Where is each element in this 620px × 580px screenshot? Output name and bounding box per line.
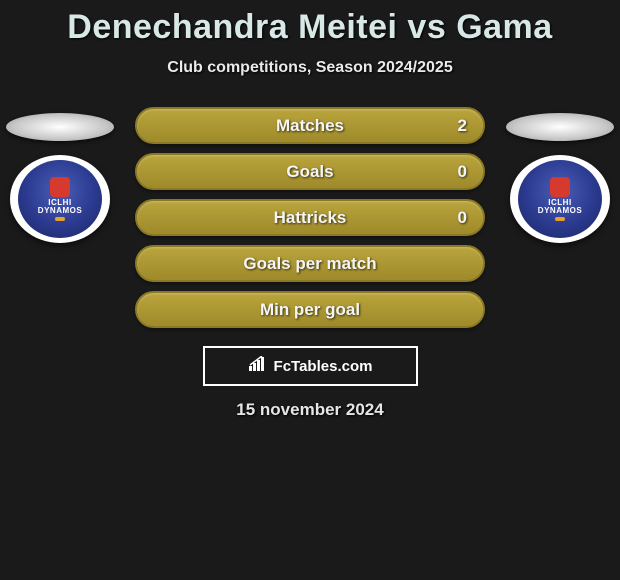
stat-row-goals: Goals 0	[135, 153, 485, 190]
comparison-body: ICLHI DYNAMOS ICLHI DYNAMOS Matches 2 Go…	[0, 107, 620, 420]
player-left-halo	[6, 113, 114, 141]
brand-label: FcTables.com	[274, 358, 373, 375]
chart-icon	[248, 356, 268, 377]
page-subtitle: Club competitions, Season 2024/2025	[0, 59, 620, 77]
player-right-avatar: ICLHI DYNAMOS	[510, 155, 610, 243]
club-badge-right: ICLHI DYNAMOS	[518, 160, 602, 238]
stat-row-min-per-goal: Min per goal	[135, 291, 485, 328]
badge-underline-icon	[55, 217, 65, 221]
stat-label: Min per goal	[260, 300, 360, 320]
brand-box[interactable]: FcTables.com	[203, 346, 418, 386]
badge-face-icon	[550, 177, 570, 197]
player-left-avatar: ICLHI DYNAMOS	[10, 155, 110, 243]
footer-date: 15 november 2024	[0, 400, 620, 420]
stats-list: Matches 2 Goals 0 Hattricks 0 Goals per …	[135, 107, 485, 328]
player-left-column: ICLHI DYNAMOS	[0, 107, 120, 243]
stat-row-hattricks: Hattricks 0	[135, 199, 485, 236]
stat-right-value: 2	[458, 116, 467, 136]
stat-right-value: 0	[458, 208, 467, 228]
player-right-halo	[506, 113, 614, 141]
stat-right-value: 0	[458, 162, 467, 182]
player-right-column: ICLHI DYNAMOS	[500, 107, 620, 243]
stat-label: Goals per match	[243, 254, 376, 274]
badge-underline-icon	[555, 217, 565, 221]
stat-label: Hattricks	[274, 208, 347, 228]
stat-label: Matches	[276, 116, 344, 136]
page-title: Denechandra Meitei vs Gama	[0, 0, 620, 47]
stat-row-matches: Matches 2	[135, 107, 485, 144]
badge-face-icon	[50, 177, 70, 197]
stat-row-goals-per-match: Goals per match	[135, 245, 485, 282]
badge-text-2: DYNAMOS	[538, 207, 582, 215]
club-badge-left: ICLHI DYNAMOS	[18, 160, 102, 238]
badge-text-2: DYNAMOS	[38, 207, 82, 215]
stat-label: Goals	[286, 162, 333, 182]
